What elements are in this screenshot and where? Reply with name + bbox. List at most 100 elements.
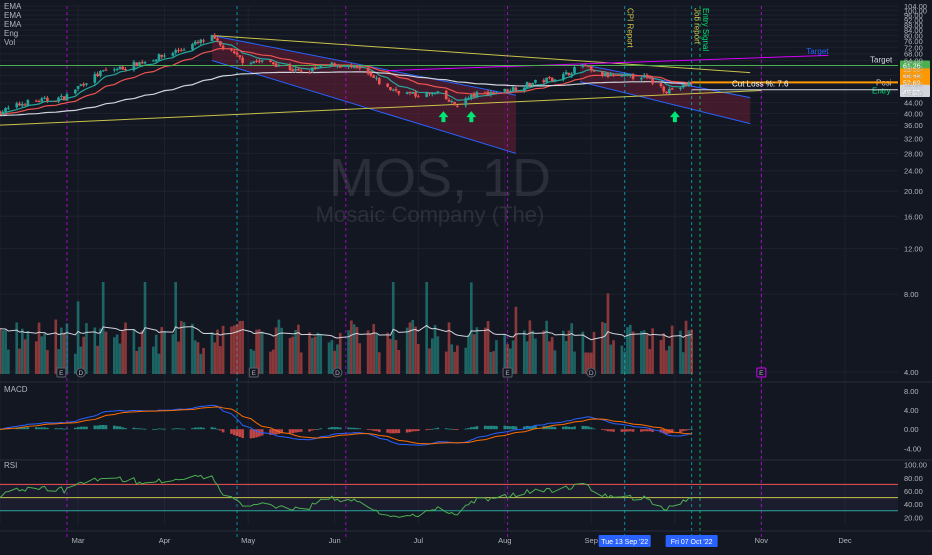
- legend-ema-1[interactable]: EMA: [4, 2, 22, 11]
- candle-body: [143, 61, 147, 64]
- volume-bar: [567, 330, 571, 374]
- macd-histogram-bar: [160, 428, 164, 430]
- candle-body: [182, 49, 186, 51]
- rsi-axis-tick: 20.00: [904, 513, 923, 522]
- time-axis-tick: Apr: [159, 536, 171, 545]
- candle-body: [154, 59, 158, 62]
- volume-bar: [76, 301, 80, 374]
- date-badge: [598, 535, 651, 547]
- candle-body: [93, 74, 97, 83]
- macd-histogram-bar: [152, 428, 155, 430]
- time-axis[interactable]: MarAprMayJunJulAugSepOctNovDecTue 13 Sep…: [0, 530, 932, 547]
- volume-bar: [416, 343, 420, 374]
- candle-body: [355, 65, 359, 68]
- event-annotation: Entry Signal: [701, 8, 710, 51]
- macd-histogram-bar: [54, 428, 58, 430]
- macd-pane: [0, 404, 693, 446]
- candle-body: [570, 73, 574, 76]
- macd-histogram-bar: [587, 426, 590, 430]
- macd-histogram-bar: [18, 427, 21, 430]
- volume-bar: [140, 330, 144, 374]
- volume-bar: [475, 327, 479, 374]
- volume-bar: [690, 329, 693, 374]
- volume-bar: [210, 332, 214, 374]
- volume-bar: [26, 330, 30, 374]
- candle-body: [472, 93, 476, 97]
- price-axis-tick: 52.00: [904, 80, 923, 89]
- candle-body: [311, 67, 314, 72]
- candle-body: [444, 90, 448, 100]
- macd-pane-label[interactable]: MACD: [4, 385, 28, 394]
- macd-histogram-bar: [687, 429, 691, 430]
- macd-histogram-bar: [202, 427, 205, 430]
- legend-ema-3[interactable]: EMA: [4, 20, 22, 29]
- volume-bar: [472, 334, 476, 374]
- candle-body: [210, 35, 214, 41]
- macd-histogram-bar: [327, 427, 331, 430]
- macd-histogram-bar: [411, 429, 415, 432]
- volume-bar: [584, 352, 587, 374]
- event-lines: [66, 6, 762, 538]
- volume-bar: [34, 341, 38, 374]
- candle-body: [428, 92, 431, 94]
- macd-histogram-bar: [464, 428, 468, 430]
- macd-histogram-bar: [238, 429, 242, 437]
- volume-bar: [665, 350, 668, 374]
- volume-bar: [1, 330, 5, 374]
- legend-eng[interactable]: Eng: [4, 29, 18, 38]
- volume-bar: [503, 334, 507, 374]
- candle-body: [54, 100, 58, 102]
- candle-body: [425, 93, 429, 97]
- price-axis-tick: 76.00: [904, 37, 923, 46]
- macd-histogram-bar: [492, 425, 495, 430]
- candle-body: [65, 94, 69, 101]
- price-axis-tick: 64.00: [904, 57, 923, 66]
- volume-bar: [642, 330, 646, 374]
- macd-axis-tick: 0.00: [904, 425, 919, 434]
- candle-body: [564, 72, 568, 75]
- macd-histogram-bar: [232, 429, 236, 436]
- candle-body: [152, 60, 155, 62]
- legend-ema-2[interactable]: EMA: [4, 11, 22, 20]
- price-tag-text: 49.35: [903, 90, 921, 97]
- date-badge-text: Tue 13 Sep '22: [601, 539, 648, 546]
- macd-histogram-bar: [143, 428, 147, 430]
- candle-body: [411, 91, 415, 94]
- candle-body: [509, 90, 512, 92]
- candle-body: [336, 65, 339, 67]
- macd-histogram-bar: [73, 427, 77, 430]
- macd-histogram-bar: [377, 429, 381, 433]
- macd-histogram-bar: [375, 429, 378, 432]
- volume-bar: [405, 327, 409, 374]
- candle-body: [416, 96, 420, 98]
- macd-histogram-bar: [132, 427, 136, 430]
- candle-body: [628, 74, 632, 76]
- volume-bar: [447, 322, 451, 374]
- volume-bar: [570, 323, 574, 374]
- macd-histogram-bar: [670, 429, 674, 434]
- candle-body: [121, 66, 125, 70]
- macd-histogram-bar: [495, 425, 498, 430]
- macd-histogram-bar: [274, 429, 278, 435]
- candle-body: [177, 50, 180, 52]
- legend-vol[interactable]: Vol: [4, 38, 15, 47]
- price-tag: [900, 87, 930, 98]
- macd-histogram-bar: [347, 427, 350, 430]
- candle-body: [659, 83, 663, 87]
- candle-body: [299, 70, 303, 72]
- volume-bar: [456, 345, 459, 374]
- dividend-icon: [332, 367, 343, 378]
- price-axis[interactable]: 61.2657.0955.3652.5952.6949.3549.358.004…: [900, 2, 930, 522]
- candle-body: [46, 97, 49, 101]
- volume-bar: [628, 324, 632, 374]
- volume-bars: [0, 282, 693, 374]
- candle-body: [631, 74, 635, 79]
- time-axis-tick: Jul: [414, 536, 424, 545]
- candle-body: [369, 72, 373, 76]
- candle-body: [241, 57, 244, 63]
- candle-body: [620, 75, 624, 77]
- volume-bar: [659, 340, 663, 374]
- rsi-pane-label[interactable]: RSI: [4, 461, 17, 470]
- macd-histogram-bar: [330, 427, 334, 430]
